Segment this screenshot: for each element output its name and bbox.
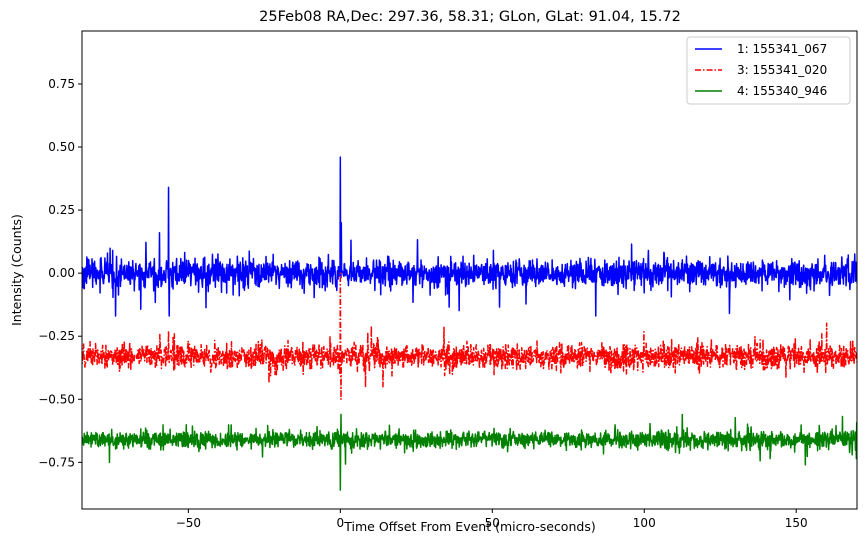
x-axis: −50 0 50 100 150 — [176, 509, 808, 530]
series-line — [82, 272, 857, 401]
legend-label: 3: 155341_020 — [737, 63, 827, 77]
y-axis: −0.75 −0.50 −0.25 0.00 0.25 0.50 0.75 — [38, 77, 82, 469]
x-tick-label: 150 — [785, 516, 808, 530]
x-tick-label: −50 — [176, 516, 201, 530]
x-tick-label: 50 — [485, 516, 500, 530]
x-axis-label: Time Offset From Event (micro-seconds) — [343, 519, 595, 534]
y-tick-label: −0.25 — [38, 329, 75, 343]
y-tick-label: 0.00 — [48, 266, 75, 280]
y-tick-label: 0.75 — [48, 77, 75, 91]
x-tick-label: 100 — [633, 516, 656, 530]
chart-title: 25Feb08 RA,Dec: 297.36, 58.31; GLon, GLa… — [259, 9, 681, 25]
series-line — [82, 413, 857, 491]
plot-series-group — [82, 156, 857, 491]
y-tick-label: 0.50 — [48, 140, 75, 154]
plot-frame — [81, 30, 858, 510]
legend-label: 1: 155341_067 — [737, 42, 827, 56]
legend-label: 4: 155340_946 — [737, 84, 827, 98]
y-tick-label: 0.25 — [48, 203, 75, 217]
y-axis-label: Intensity (Counts) — [9, 214, 24, 326]
series-line — [82, 156, 857, 317]
legend-box — [686, 36, 851, 105]
legend: 1: 155341_067 3: 155341_020 4: 155340_946 — [686, 36, 851, 105]
y-tick-label: −0.50 — [38, 392, 75, 406]
y-tick-label: −0.75 — [38, 455, 75, 469]
x-tick-label: 0 — [337, 516, 345, 530]
